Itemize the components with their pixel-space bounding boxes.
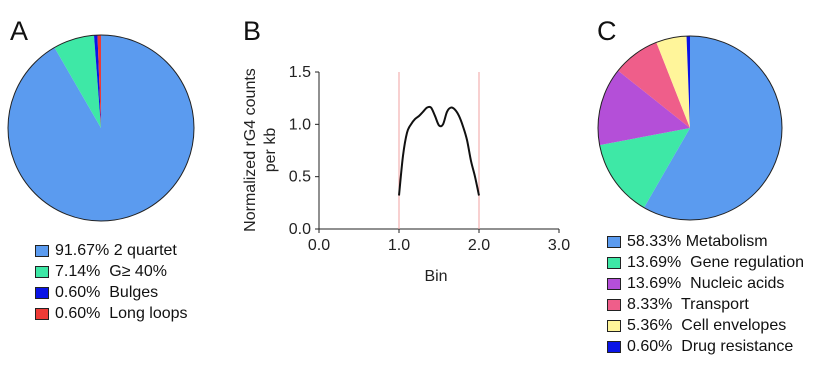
pie-c-legend-swatch bbox=[607, 256, 621, 269]
panel-c-letter: C bbox=[597, 16, 617, 46]
pie-c-slice-4 bbox=[656, 36, 690, 128]
pie-a-slice-1 bbox=[54, 35, 101, 129]
pie-a-outline bbox=[7, 34, 195, 222]
pie-a-legend-item: 0.60% Bulges bbox=[35, 282, 188, 303]
pie-c-legend-item: 0.60% Drug resistance bbox=[607, 336, 804, 357]
legend-c: 58.33% Metabolism 13.69% Gene regulation 1… bbox=[607, 231, 804, 357]
x-tick-label: 3.0 bbox=[548, 237, 570, 254]
pie-c-legend-label: 13.69% Gene regulation bbox=[627, 254, 805, 271]
pie-c-legend-item: 13.69% Nucleic acids bbox=[607, 273, 804, 294]
pie-a-legend-swatch bbox=[35, 307, 49, 320]
pie-a-legend-label: 91.67% 2 quartet bbox=[55, 242, 177, 259]
pie-c-slice-0 bbox=[644, 36, 783, 220]
pie-c-legend-swatch bbox=[607, 277, 621, 290]
y-tick-label: 0.5 bbox=[289, 169, 311, 186]
pie-a-legend-swatch bbox=[35, 286, 49, 299]
pie-c-legend-swatch bbox=[607, 340, 621, 353]
pie-c-legend-item: 5.36% Cell envelopes bbox=[607, 315, 804, 336]
pie-c-legend-item: 8.33% Transport bbox=[607, 294, 804, 315]
pie-c-legend-label: 58.33% Metabolism bbox=[627, 233, 768, 250]
x-tick-label: 0.0 bbox=[308, 237, 330, 254]
x-tick-label: 2.0 bbox=[468, 237, 490, 254]
y-tick-label: 1.0 bbox=[289, 116, 311, 133]
y-tick-label: 1.5 bbox=[289, 64, 311, 81]
panel-a-letter: A bbox=[10, 16, 29, 46]
pie-a-legend-label: 0.60% Long loops bbox=[55, 305, 188, 322]
series-line bbox=[398, 105, 480, 196]
legend-a: 91.67% 2 quartet 7.14% G≥ 40% 0.60% Bulges… bbox=[35, 240, 188, 324]
pie-c-legend-label: 5.36% Cell envelopes bbox=[627, 317, 787, 334]
pie-c-legend-label: 13.69% Nucleic acids bbox=[627, 275, 785, 292]
pie-c-legend-label: 0.60% Drug resistance bbox=[627, 338, 794, 355]
pie-c-outline bbox=[597, 35, 783, 221]
pie-c-slice-1 bbox=[599, 128, 690, 208]
pie-a-legend-label: 7.14% G≥ 40% bbox=[55, 263, 167, 280]
pie-c-legend-swatch bbox=[607, 298, 621, 311]
y-tick-label: 0.0 bbox=[289, 221, 311, 238]
pie-c-legend-label: 8.33% Transport bbox=[627, 296, 749, 313]
pie-c-legend-item: 13.69% Gene regulation bbox=[607, 252, 804, 273]
pie-c-slice-3 bbox=[618, 42, 690, 128]
x-tick-label: 1.0 bbox=[388, 237, 410, 254]
pie-c-legend-item: 58.33% Metabolism bbox=[607, 231, 804, 252]
x-axis-label: Bin bbox=[424, 268, 447, 285]
pie-a-legend-item: 0.60% Long loops bbox=[35, 303, 188, 324]
pie-c-legend-swatch bbox=[607, 319, 621, 332]
pie-c-slice-5 bbox=[686, 36, 690, 128]
pie-a-legend-swatch bbox=[35, 265, 49, 278]
pie-a-slice-0 bbox=[8, 35, 195, 222]
y-axis-label: Normalized rG4 counts bbox=[242, 68, 259, 232]
pie-a-legend-item: 91.67% 2 quartet bbox=[35, 240, 188, 261]
y-axis-label: per kb bbox=[262, 128, 279, 173]
pie-a-slice-2 bbox=[94, 35, 101, 128]
pie-a-slice-3 bbox=[97, 35, 101, 128]
pie-a-legend-item: 7.14% G≥ 40% bbox=[35, 261, 188, 282]
pie-a-legend-label: 0.60% Bulges bbox=[55, 284, 159, 301]
pie-a-legend-swatch bbox=[35, 244, 49, 257]
pie-c-slice-2 bbox=[598, 70, 690, 146]
panel-b-letter: B bbox=[243, 16, 262, 46]
pie-c-legend-swatch bbox=[607, 235, 621, 248]
